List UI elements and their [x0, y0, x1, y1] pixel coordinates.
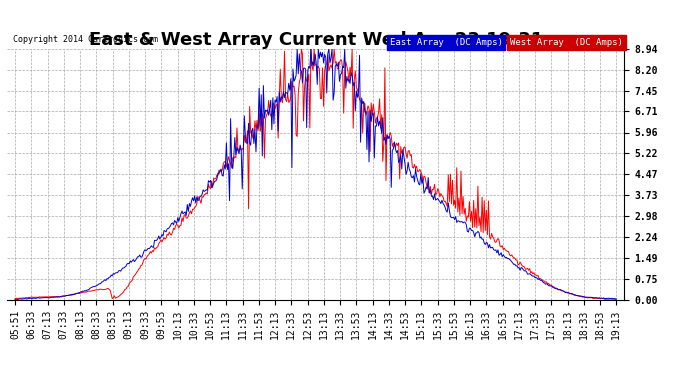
Text: West Array  (DC Amps): West Array (DC Amps) — [510, 38, 623, 47]
Title: East & West Array Current Wed Apr 23 19:31: East & West Array Current Wed Apr 23 19:… — [88, 31, 543, 49]
Text: East Array  (DC Amps): East Array (DC Amps) — [390, 38, 502, 47]
Text: Copyright 2014 Cartronics.com: Copyright 2014 Cartronics.com — [13, 35, 158, 44]
